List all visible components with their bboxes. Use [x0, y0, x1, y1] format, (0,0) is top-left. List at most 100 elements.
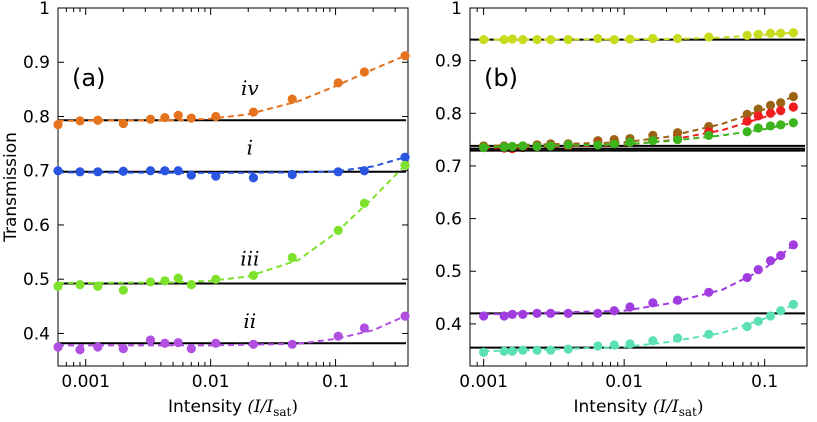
data-point — [742, 116, 752, 126]
data-point — [776, 250, 786, 261]
data-point — [704, 287, 714, 297]
data-point — [788, 28, 798, 38]
y-tick-label: 0.5 — [23, 270, 50, 290]
x-tick-label: 0.1 — [322, 372, 349, 392]
panel-label: (a) — [72, 64, 105, 92]
data-point — [287, 252, 297, 263]
y-axis-label: Transmission — [1, 132, 21, 243]
y-tick-label: 0.9 — [435, 52, 462, 72]
data-point — [287, 169, 297, 180]
data-point — [333, 225, 343, 235]
y-tick-label: 0.4 — [435, 315, 462, 335]
data-point — [211, 338, 221, 348]
y-tick-label: 0.8 — [435, 104, 462, 124]
data-point — [546, 34, 556, 45]
data-point — [563, 308, 573, 318]
fit-curve — [57, 54, 406, 122]
data-point — [186, 170, 196, 180]
data-point — [248, 107, 259, 117]
data-point — [672, 135, 683, 145]
data-point — [593, 308, 603, 318]
x-tick-label: 0.001 — [61, 372, 110, 392]
data-point — [625, 339, 635, 349]
data-point — [479, 347, 489, 357]
data-point — [532, 308, 542, 318]
data-point — [563, 344, 573, 354]
data-point — [776, 106, 786, 116]
data-point — [648, 336, 658, 346]
data-point — [765, 28, 776, 38]
data-point — [173, 273, 183, 283]
data-point — [75, 116, 85, 126]
data-point — [672, 333, 683, 343]
data-point — [145, 335, 156, 345]
data-point — [518, 309, 528, 320]
y-tick-label: 0.5 — [435, 262, 462, 282]
data-point — [118, 285, 128, 295]
data-point — [333, 331, 343, 341]
data-point — [593, 33, 603, 44]
data-point — [186, 113, 196, 123]
series-label: i — [247, 135, 253, 159]
data-point — [518, 34, 528, 45]
data-point — [53, 166, 63, 176]
data-point — [359, 67, 369, 77]
data-point — [546, 308, 556, 318]
data-point — [672, 295, 683, 305]
series-ii: ii — [53, 309, 410, 355]
data-point — [625, 302, 635, 312]
series-iii: iii — [53, 160, 410, 295]
data-point — [173, 338, 183, 348]
data-point — [563, 140, 573, 150]
data-point — [93, 342, 103, 352]
y-tick-label: 0.8 — [23, 107, 50, 127]
data-point — [93, 281, 103, 291]
data-point — [479, 311, 489, 321]
data-point — [211, 111, 221, 122]
data-point — [160, 338, 170, 348]
data-point — [532, 34, 542, 45]
x-tick-label: 0.1 — [751, 372, 778, 392]
data-point — [359, 198, 369, 208]
data-point — [704, 130, 714, 141]
data-point — [776, 98, 786, 108]
data-point — [742, 272, 752, 283]
series-label: ii — [243, 309, 256, 333]
y-tick-label: 0.7 — [23, 162, 50, 182]
data-point — [742, 321, 752, 332]
data-point — [507, 141, 517, 152]
data-point — [53, 342, 63, 352]
data-point — [400, 160, 410, 170]
data-point — [776, 306, 786, 316]
data-point — [118, 344, 128, 354]
data-point — [479, 34, 489, 45]
data-point — [776, 28, 786, 38]
y-tick-label: 0.6 — [435, 210, 462, 230]
x-tick-label: 0.001 — [459, 372, 508, 392]
data-point — [753, 123, 763, 133]
data-point — [499, 34, 509, 45]
data-point — [753, 265, 763, 275]
data-point — [788, 102, 798, 112]
plot-frame — [57, 7, 409, 367]
data-point — [546, 141, 556, 151]
data-point — [753, 111, 763, 121]
data-point — [93, 167, 103, 177]
data-point — [648, 298, 658, 308]
x-tick-label: 0.01 — [605, 372, 643, 392]
data-point — [75, 345, 85, 355]
data-point — [118, 166, 128, 176]
data-point — [400, 152, 410, 162]
data-point — [359, 166, 369, 176]
data-point — [93, 115, 103, 125]
series-label: iv — [241, 76, 259, 100]
data-point — [53, 281, 63, 291]
data-point — [609, 306, 619, 316]
data-point — [563, 34, 573, 45]
data-point — [753, 104, 763, 114]
fit-curve — [58, 315, 406, 347]
panel-label: (b) — [484, 64, 518, 92]
data-point — [788, 118, 798, 128]
data-point — [173, 110, 183, 120]
